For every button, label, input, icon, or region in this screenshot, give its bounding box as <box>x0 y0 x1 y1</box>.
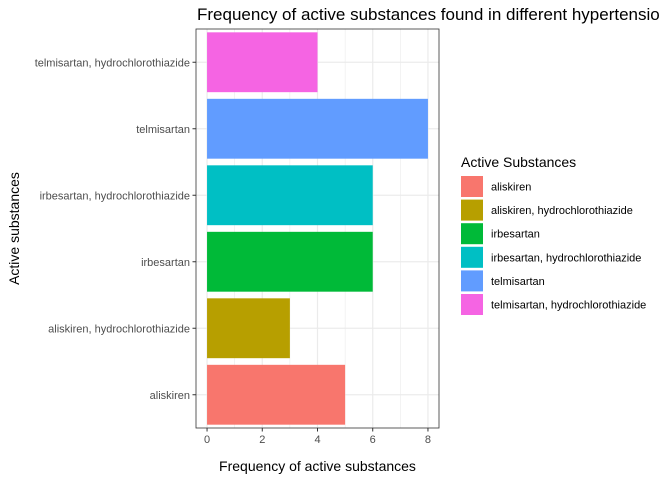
x-tick-label: 8 <box>425 434 431 446</box>
chart-title: Frequency of active substances found in … <box>197 5 660 24</box>
legend-label: irbesartan, hydrochlorothiazide <box>491 252 641 264</box>
x-axis-title: Frequency of active substances <box>219 458 416 474</box>
bar-aliskiren-hydrochlorothiazide <box>207 298 290 359</box>
x-tick-label: 6 <box>370 434 376 446</box>
legend: Active Substances aliskiren aliskiren, hy… <box>461 154 646 315</box>
bar-aliskiren <box>207 364 346 425</box>
x-tick-label: 0 <box>204 434 210 446</box>
y-tick-label: aliskiren, hydrochlorothiazide <box>48 323 190 335</box>
x-tick-label: 4 <box>314 434 320 446</box>
bar-irbesartan <box>207 231 373 292</box>
y-tick-label: telmisartan <box>136 124 190 136</box>
bars <box>207 32 428 425</box>
y-axis-title: Active substances <box>6 172 22 285</box>
y-tick-label: telmisartan, hydrochlorothiazide <box>35 57 190 69</box>
bar-telmisartan <box>207 98 428 159</box>
y-axis: aliskiren aliskiren, hydrochlorothiazide i… <box>35 57 196 402</box>
legend-swatch-telmisartan <box>461 270 483 292</box>
legend-swatch-telmisartan-hydrochlorothiazide <box>461 294 483 315</box>
x-tick-label: 2 <box>259 434 265 446</box>
legend-title: Active Substances <box>461 154 576 170</box>
y-tick-label: irbesartan, hydrochlorothiazide <box>40 190 190 202</box>
bar-telmisartan-hydrochlorothiazide <box>207 32 318 93</box>
y-tick-label: irbesartan <box>141 257 190 269</box>
legend-swatch-aliskiren <box>461 176 483 197</box>
x-axis: 0 2 4 6 8 <box>204 428 431 446</box>
legend-swatch-irbesartan-hydrochlorothiazide <box>461 246 483 268</box>
legend-swatch-aliskiren-hydrochlorothiazide <box>461 199 483 221</box>
legend-label: aliskiren, hydrochlorothiazide <box>491 205 633 217</box>
legend-label: aliskiren <box>491 182 531 194</box>
legend-label: telmisartan, hydrochlorothiazide <box>491 300 646 312</box>
legend-swatch-irbesartan <box>461 223 483 245</box>
legend-label: telmisartan <box>491 276 545 288</box>
bar-irbesartan-hydrochlorothiazide <box>207 165 373 226</box>
legend-label: irbesartan <box>491 229 540 241</box>
y-tick-label: aliskiren <box>150 390 190 402</box>
